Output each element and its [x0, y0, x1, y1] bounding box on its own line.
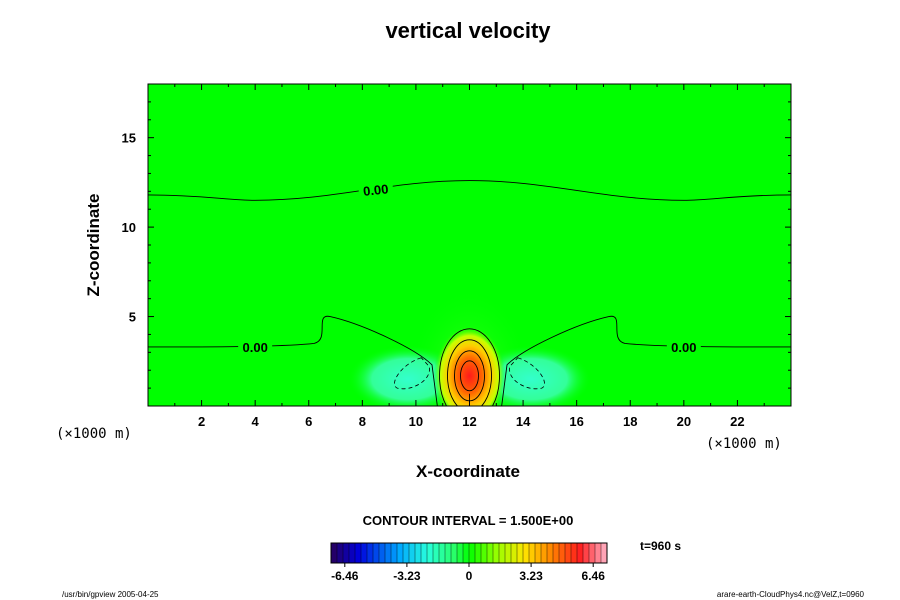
x-tick-label: 8: [359, 414, 366, 429]
time-label: t=960 s: [640, 539, 681, 553]
x-tick-label: 20: [677, 414, 691, 429]
chart-title: vertical velocity: [385, 18, 551, 43]
colorbar-segment: [541, 543, 548, 563]
colorbar-segment: [457, 543, 464, 563]
contour-labels: 0.00 0.00 0.00: [238, 181, 701, 355]
y-axis-label: Z-coordinate: [84, 194, 103, 297]
colorbar-segment: [361, 543, 368, 563]
contour-negative-left: [394, 357, 430, 390]
colorbar-segment: [595, 543, 602, 563]
x-axis-label: X-coordinate: [416, 462, 520, 481]
colorbar-segment: [481, 543, 488, 563]
colorbar-segment: [553, 543, 560, 563]
contour-label: 0.00: [671, 340, 696, 355]
colorbar-segment: [427, 543, 434, 563]
colorbar-segment: [349, 543, 356, 563]
colorbar-segment: [337, 543, 344, 563]
colorbar-segment: [529, 543, 536, 563]
colorbar-segment: [397, 543, 404, 563]
plot-area: 0.00 0.00 0.00 2 4 6 8 10 12 14 16 18 20 22 5 10 15: [122, 83, 792, 429]
x-tick-label: 18: [623, 414, 637, 429]
y-tick-label: 10: [122, 220, 136, 235]
colorbar-segment: [433, 543, 440, 563]
colorbar-segment: [523, 543, 530, 563]
contour-zero-upper: [148, 180, 791, 201]
colorbar-segment: [421, 543, 428, 563]
contour-zero-lower: [148, 315, 791, 406]
colorbar-segment: [463, 543, 470, 563]
colorbar-tick-label: -6.46: [331, 569, 359, 583]
colorbar-segment: [343, 543, 350, 563]
colorbar-tick-label: -3.23: [393, 569, 421, 583]
x-tick-label: 10: [409, 414, 423, 429]
colorbar-segment: [469, 543, 476, 563]
contour-negative-right: [509, 357, 545, 390]
colorbar-segment: [565, 543, 572, 563]
colorbar-segments: [330, 543, 608, 563]
colorbar-segment: [583, 543, 590, 563]
contour-positive-2: [447, 339, 492, 406]
contour-label-bg: [666, 338, 701, 353]
colorbar-segment: [355, 543, 362, 563]
colorbar-segment: [415, 543, 422, 563]
colorbar-tick-label: 0: [466, 569, 473, 583]
updraft-core-shade: [433, 325, 506, 406]
colorbar-segment: [511, 543, 518, 563]
colorbar-segment: [499, 543, 506, 563]
x-tick-label: 4: [252, 414, 260, 429]
colorbar-segment: [517, 543, 524, 563]
colorbar-segment: [379, 543, 386, 563]
colorbar-segment: [439, 543, 446, 563]
contour-lines: [148, 180, 791, 406]
colorbar-segment: [487, 543, 494, 563]
colorbar-segment: [373, 543, 380, 563]
colorbar-segment: [547, 543, 554, 563]
contour-label-bg: [238, 338, 273, 353]
contour-positive-4: [460, 360, 479, 392]
contour-label: 0.00: [362, 181, 389, 199]
colorbar-segment: [577, 543, 584, 563]
x-tick-label: 2: [198, 414, 205, 429]
colorbar-segment: [451, 543, 458, 563]
y-axis-unit: (×1000 m): [56, 426, 132, 442]
colorbar-segment: [367, 543, 374, 563]
y-tick-label: 15: [122, 131, 136, 146]
colorbar-ticks: -6.46 -3.23 0 3.23 6.46: [331, 563, 605, 583]
x-tick-label: 16: [569, 414, 583, 429]
contour-positive-1: [439, 328, 500, 406]
colorbar-segment: [601, 543, 608, 563]
colorbar-segment: [331, 543, 338, 563]
footer-left: /usr/bin/gpview 2005-04-25: [62, 590, 159, 599]
axis-ticks: 2 4 6 8 10 12 14 16 18 20 22 5 10 15: [122, 84, 791, 429]
contour-interval-text: CONTOUR INTERVAL = 1.500E+00: [363, 513, 574, 528]
x-axis-unit: (×1000 m): [706, 436, 782, 452]
colorbar-segment: [589, 543, 596, 563]
x-tick-label: 22: [730, 414, 744, 429]
colorbar-segment: [505, 543, 512, 563]
colorbar-segment: [445, 543, 452, 563]
colorbar-segment: [571, 543, 578, 563]
colorbar: -6.46 -3.23 0 3.23 6.46: [330, 542, 608, 583]
colorbar-segment: [475, 543, 482, 563]
field-shading: [347, 285, 592, 406]
colorbar-segment: [385, 543, 392, 563]
colorbar-segment: [559, 543, 566, 563]
x-tick-label: 14: [516, 414, 531, 429]
x-tick-label: 6: [305, 414, 312, 429]
colorbar-segment: [391, 543, 398, 563]
colorbar-segment: [403, 543, 410, 563]
y-tick-label: 5: [129, 310, 136, 325]
contour-label-bg: [358, 181, 393, 196]
footer-right: arare-earth-CloudPhys4.nc@VelZ,t=0960: [717, 590, 865, 599]
colorbar-tick-label: 6.46: [582, 569, 606, 583]
colorbar-segment: [535, 543, 542, 563]
colorbar-segment: [409, 543, 416, 563]
colorbar-segment: [493, 543, 500, 563]
x-tick-label: 12: [462, 414, 476, 429]
colorbar-tick-label: 3.23: [519, 569, 543, 583]
contour-label: 0.00: [243, 340, 268, 355]
